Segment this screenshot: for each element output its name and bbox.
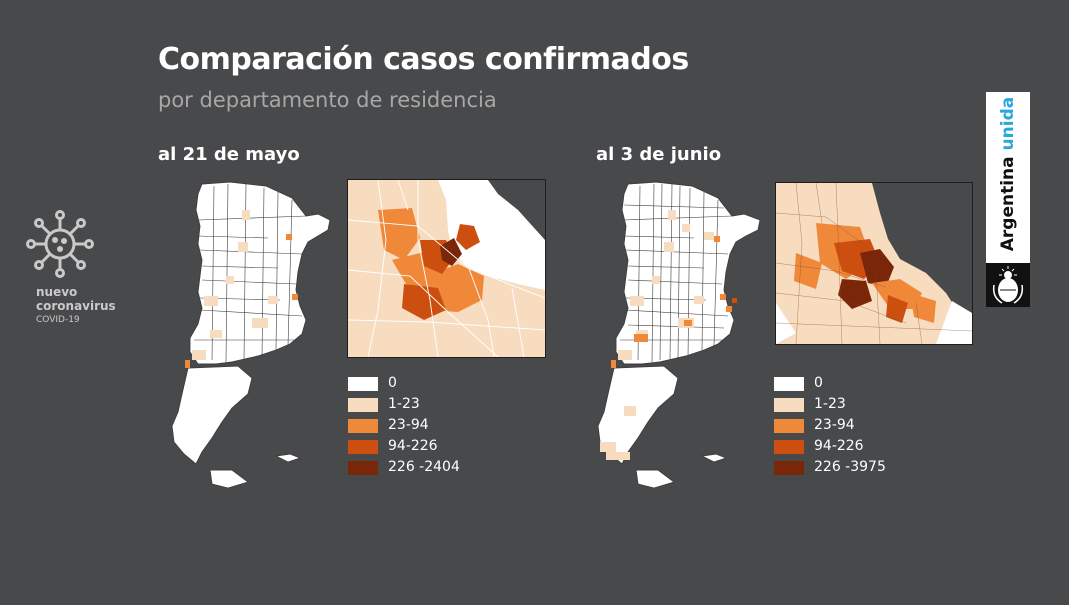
legend-swatch (348, 398, 378, 412)
legend-label: 94-226 (814, 438, 864, 454)
legend-label: 226 -3975 (814, 459, 886, 475)
brand-line3: COVID-19 (36, 315, 80, 325)
page-subtitle: por departamento de residencia (158, 88, 497, 112)
legend-swatch (774, 419, 804, 433)
argentina-map-mayo (171, 181, 331, 489)
legend-label: 1-23 (388, 396, 420, 412)
panel-title-mayo: al 21 de mayo (158, 144, 300, 165)
zoom-map-junio (775, 182, 973, 345)
legend-label: 23-94 (814, 417, 855, 433)
badge-text: Argentina unida (998, 97, 1018, 251)
legend-label: 0 (814, 375, 823, 391)
argentina-map-junio (597, 181, 761, 489)
badge-word-unida: unida (998, 96, 1018, 151)
legend-swatch (774, 461, 804, 475)
coat-of-arms-icon (986, 263, 1030, 307)
brand-line2: coronavirus (36, 299, 116, 313)
badge-word-argentina: Argentina (998, 156, 1018, 252)
virus-icon (26, 210, 94, 278)
legend-swatch (774, 398, 804, 412)
legend-label: 0 (388, 375, 397, 391)
legend-swatch (774, 440, 804, 454)
legend-swatch (348, 461, 378, 475)
brand-label: nuevo coronavirus COVID-19 (36, 285, 116, 327)
brand-line1: nuevo (36, 285, 78, 299)
page-title: Comparación casos confirmados (158, 42, 689, 77)
legend-label: 1-23 (814, 396, 846, 412)
legend-swatch (348, 377, 378, 391)
legend-swatch (774, 377, 804, 391)
legend-swatch (348, 440, 378, 454)
legend-label: 23-94 (388, 417, 429, 433)
zoom-map-mayo (347, 179, 546, 358)
legend-swatch (348, 419, 378, 433)
legend-label: 226 -2404 (388, 459, 460, 475)
legend-label: 94-226 (388, 438, 438, 454)
argentina-unida-badge: Argentina unida (986, 92, 1030, 307)
panel-title-junio: al 3 de junio (596, 144, 722, 165)
